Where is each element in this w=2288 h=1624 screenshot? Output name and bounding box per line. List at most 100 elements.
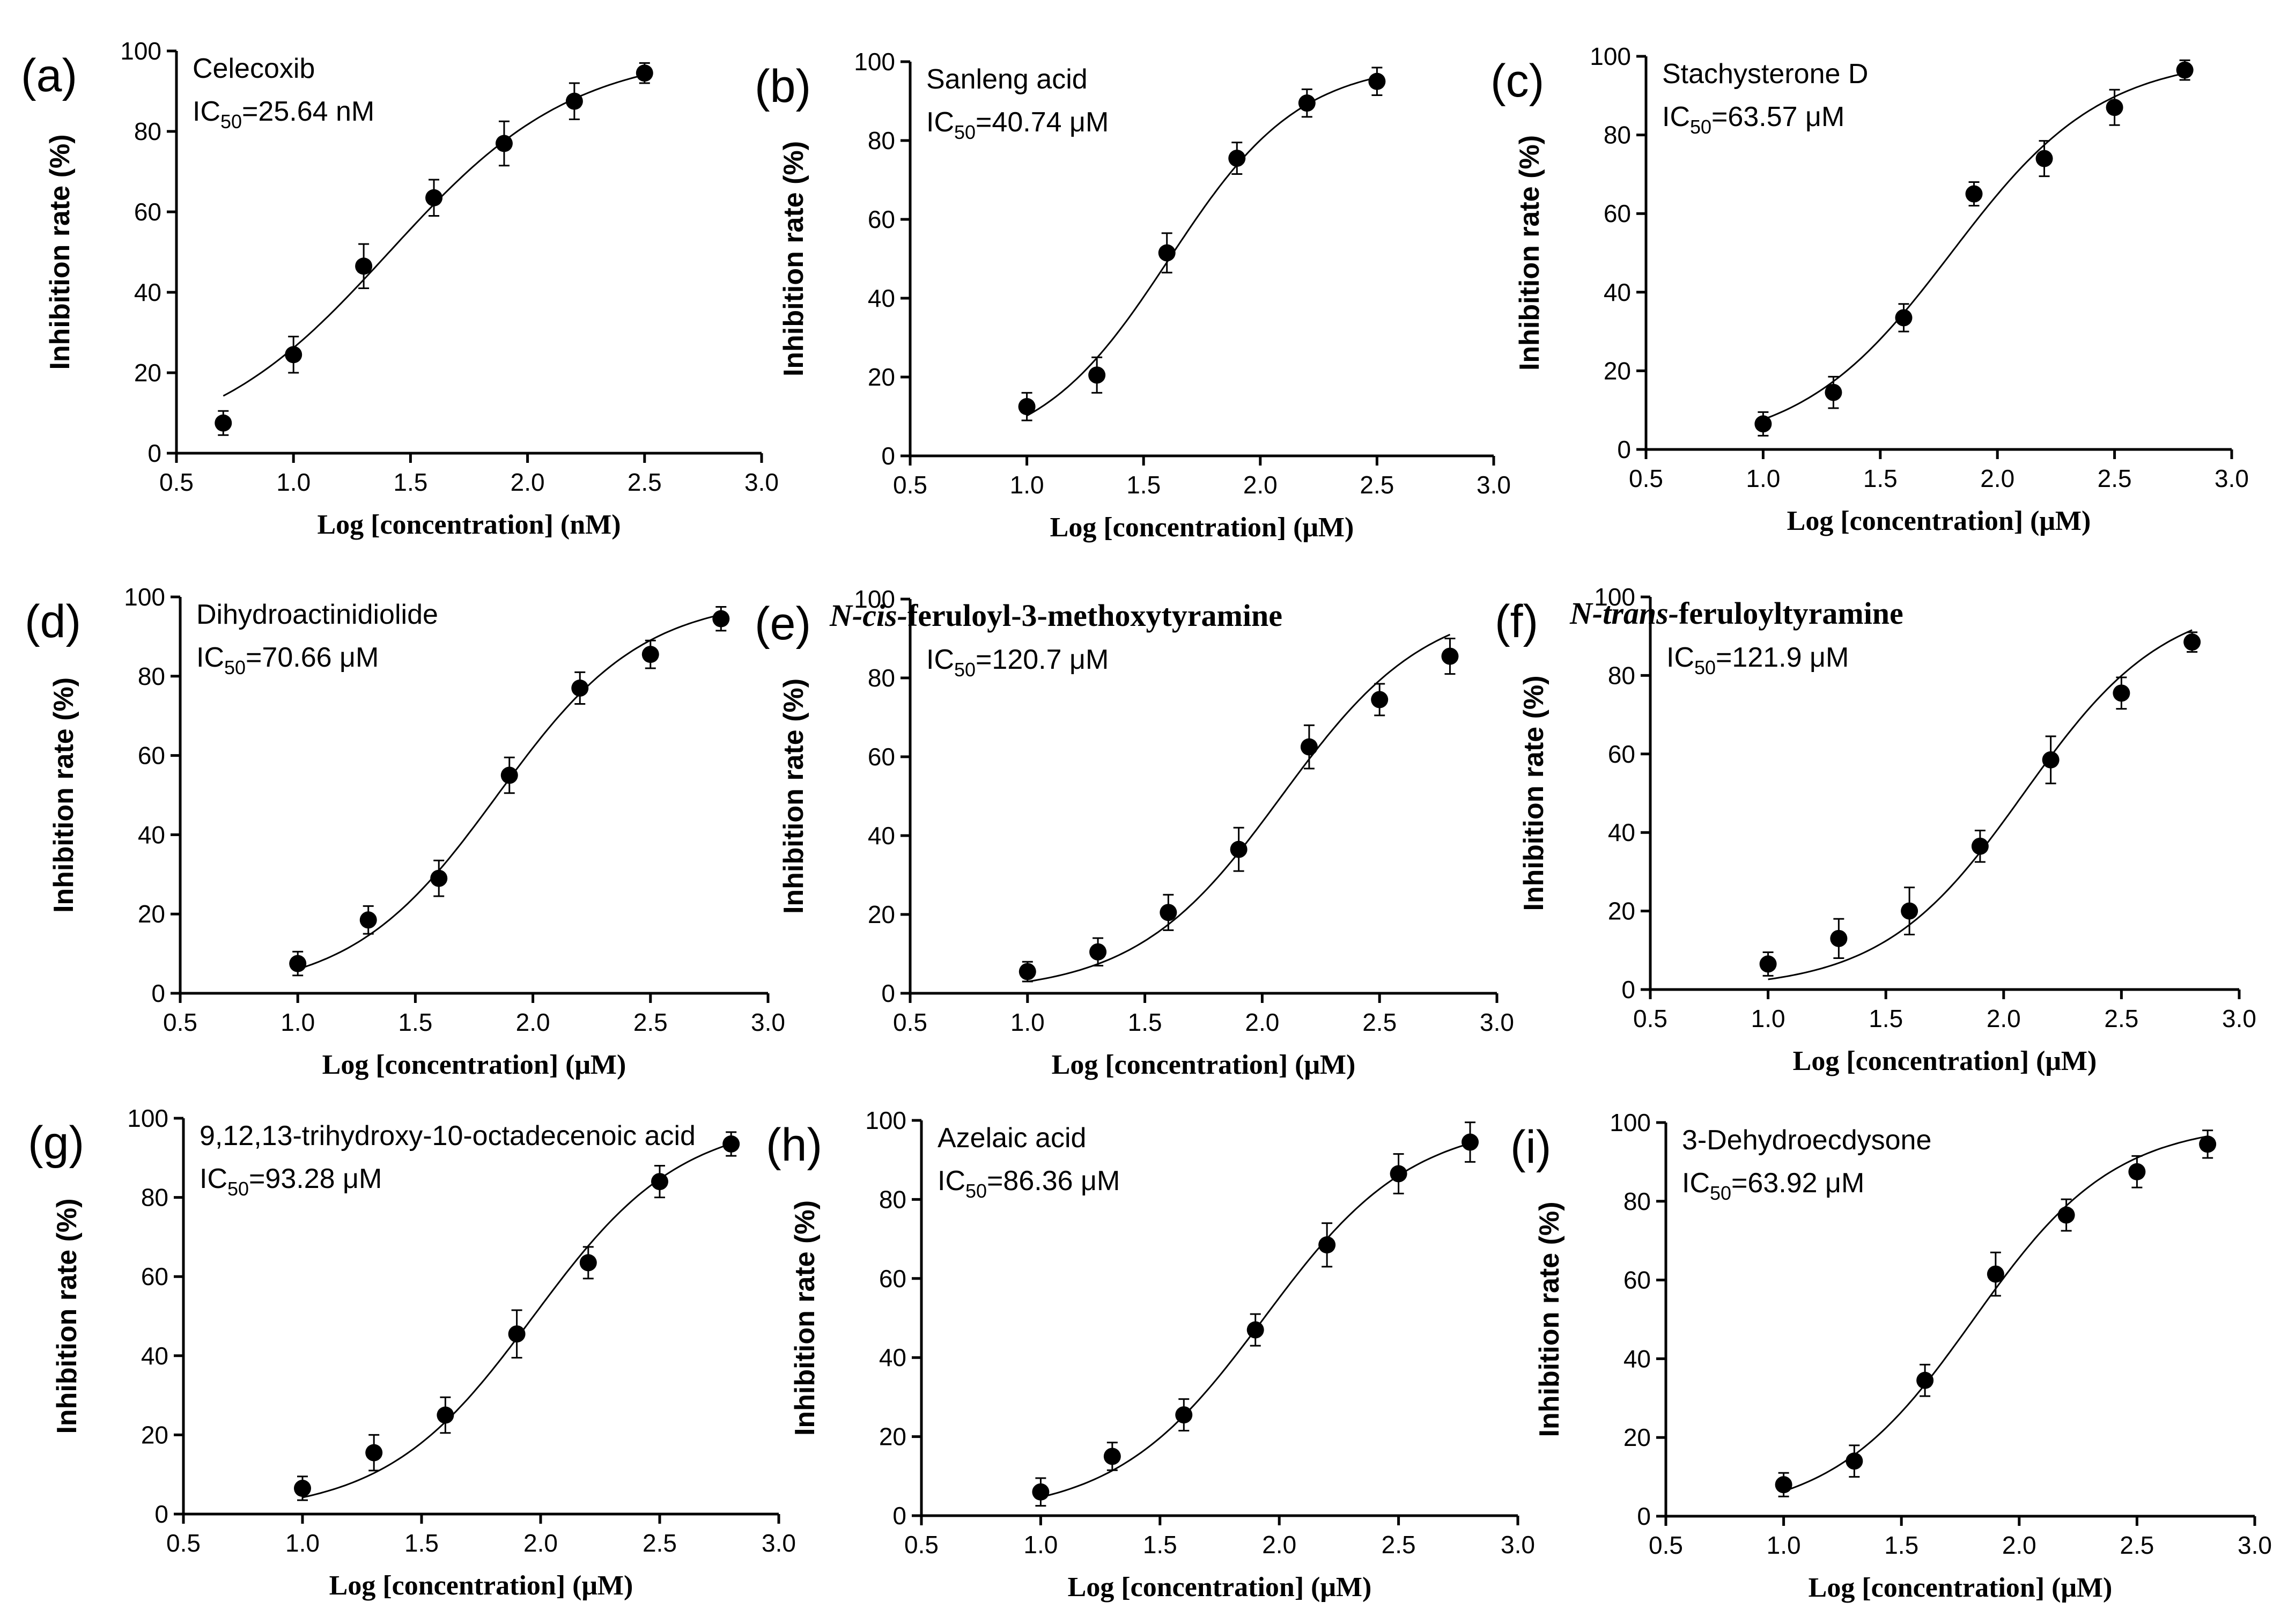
ic50-label: IC50=25.64 nM	[193, 96, 374, 132]
x-tick-label: 2.5	[2120, 1531, 2154, 1559]
y-tick-label: 100	[1610, 1109, 1651, 1136]
x-tick-label: 2.5	[643, 1529, 677, 1557]
compound-name: 3-Dehydroecdysone	[1682, 1125, 1931, 1156]
data-point	[1103, 1448, 1121, 1465]
compound-name: N-cis-feruloyl-3-methoxytyramine	[829, 598, 1282, 633]
ic50-label: IC50=63.57 μM	[1662, 101, 1844, 138]
chart-panel-7: 0.5 1.0 1.5 2.0 2.5 3.0 0 20 40 60 80 100 Log [conce…	[28, 1104, 796, 1601]
x-tick-label: 2.0	[1243, 471, 1278, 499]
y-tick-label: 100	[1594, 583, 1635, 611]
x-tick-label: 0.5	[166, 1529, 201, 1557]
data-point	[1160, 904, 1177, 921]
data-point	[359, 911, 377, 929]
data-point	[1032, 1483, 1050, 1501]
data-point	[2057, 1206, 2075, 1224]
ic50-prefix: IC	[1666, 642, 1694, 673]
y-tick-label: 60	[134, 198, 161, 226]
x-tick-label: 2.5	[1360, 471, 1394, 499]
x-tick-label: 1.0	[1010, 471, 1044, 499]
chart-panel-4: 0.5 1.0 1.5 2.0 2.5 3.0 0 20 40 60 80 100 Log [conce…	[25, 583, 785, 1080]
data-point	[1368, 72, 1386, 90]
fit-curve	[1027, 633, 1451, 983]
panel-letter: (b)	[755, 61, 811, 112]
y-tick-label: 20	[868, 900, 895, 928]
x-tick-label: 1.0	[1767, 1531, 1801, 1559]
y-tick-label: 0	[1637, 1502, 1651, 1530]
data-point	[1775, 1476, 1792, 1494]
data-point	[1754, 415, 1772, 433]
x-tick-label: 0.5	[893, 1008, 927, 1036]
compound-name-main: feruloyl-3-methoxytyramine	[907, 598, 1282, 633]
ic50-subscript: 50	[227, 1178, 249, 1200]
chart-panel-9: 0.5 1.0 1.5 2.0 2.5 3.0 0 20 40 60 80 100 Log [conce…	[1510, 1109, 2272, 1603]
y-tick-label: 40	[1608, 818, 1635, 846]
data-point	[712, 610, 730, 628]
data-point	[1965, 185, 1983, 203]
x-tick-label: 2.0	[2002, 1531, 2036, 1559]
x-tick-label: 1.0	[1746, 464, 1780, 492]
ic50-subscript: 50	[1690, 116, 1711, 138]
x-axis-title: Log [concentration] (μM)	[1793, 1046, 2097, 1076]
x-tick-label: 0.5	[163, 1008, 197, 1036]
ic50-prefix: IC	[196, 642, 224, 673]
y-tick-label: 0	[892, 1502, 906, 1530]
data-point	[1759, 955, 1777, 973]
compound-name: N-trans-feruloyltyramine	[1569, 596, 1903, 631]
ic50-prefix: IC	[1682, 1168, 1710, 1199]
x-axis-title: Log [concentration] (μM)	[322, 1050, 626, 1080]
x-tick-label: 0.5	[904, 1531, 939, 1559]
data-point	[579, 1254, 597, 1272]
ic50-subscript: 50	[1710, 1182, 1731, 1204]
y-tick-label: 80	[879, 1185, 906, 1213]
y-tick-label: 60	[138, 742, 165, 770]
data-point	[1895, 309, 1913, 327]
panel-letter: (f)	[1495, 596, 1538, 647]
ic50-label: IC50=120.7 μM	[926, 644, 1109, 681]
data-point	[1987, 1265, 2004, 1283]
x-tick-label: 2.0	[511, 468, 545, 496]
compound-name: Stachysterone D	[1662, 58, 1868, 90]
data-point	[2113, 684, 2130, 702]
y-axis-title: Inhibition rate (%)	[789, 1200, 821, 1436]
x-axis-title: Log [concentration] (μM)	[1050, 512, 1354, 543]
data-point	[641, 646, 659, 663]
x-tick-label: 3.0	[1501, 1531, 1535, 1559]
data-point	[425, 189, 443, 206]
data-point	[355, 257, 373, 275]
ic50-label: IC50=63.92 μM	[1682, 1168, 1864, 1204]
y-tick-label: 40	[134, 278, 161, 306]
x-tick-label: 1.5	[1863, 464, 1898, 492]
y-tick-label: 20	[1604, 357, 1631, 385]
x-tick-label: 1.5	[1126, 471, 1161, 499]
data-point	[2199, 1135, 2217, 1153]
data-point	[1298, 94, 1316, 112]
compound-name: 9,12,13-trihydroxy-10-octadecenoic acid	[200, 1120, 696, 1151]
x-tick-label: 3.0	[2222, 1005, 2256, 1032]
y-tick-label: 40	[1604, 278, 1631, 306]
ic50-subscript: 50	[224, 656, 246, 678]
data-point	[651, 1173, 668, 1191]
x-tick-label: 1.0	[1751, 1005, 1785, 1032]
ic50-value: =86.36 μM	[987, 1165, 1120, 1197]
y-tick-label: 20	[1623, 1423, 1651, 1451]
y-tick-label: 80	[138, 662, 165, 690]
data-point	[285, 346, 302, 364]
y-tick-label: 40	[868, 284, 895, 312]
data-point	[1088, 366, 1106, 384]
y-tick-label: 100	[127, 1104, 168, 1132]
x-tick-label: 2.0	[1980, 464, 2014, 492]
y-tick-label: 40	[868, 822, 895, 850]
x-tick-label: 3.0	[1477, 471, 1511, 499]
y-tick-label: 0	[154, 1500, 168, 1528]
data-point	[1018, 963, 1036, 980]
x-axis-title: Log [concentration] (μM)	[1787, 506, 2091, 536]
x-tick-label: 0.5	[893, 471, 927, 499]
x-axis-title: Log [concentration] (μM)	[1052, 1050, 1356, 1080]
data-point	[1089, 943, 1107, 961]
x-tick-label: 0.5	[1629, 464, 1663, 492]
ic50-prefix: IC	[926, 107, 954, 138]
ic50-value: =63.92 μM	[1731, 1168, 1864, 1199]
x-tick-label: 1.0	[276, 468, 311, 496]
ic50-value: =93.28 μM	[249, 1163, 382, 1194]
ic50-subscript: 50	[965, 1180, 987, 1202]
